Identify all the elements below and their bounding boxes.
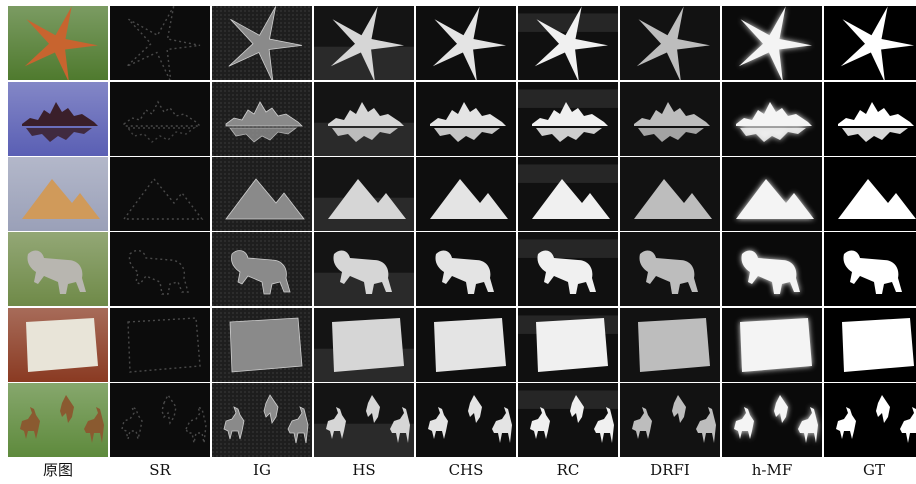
image-deer-in-field-chs <box>416 383 516 457</box>
image-island-reflection-rc <box>518 82 618 156</box>
column-label-ig: IG <box>253 461 271 479</box>
image-pyramids-gt <box>824 157 916 231</box>
image-warning-sign-chs <box>416 308 516 382</box>
image-dog-on-grass-drfi <box>620 232 720 306</box>
image-island-reflection-gt <box>824 82 916 156</box>
column-label-chs: CHS <box>448 461 484 479</box>
image-warning-sign-hs <box>314 308 414 382</box>
image-island-reflection-hs <box>314 82 414 156</box>
image-starfish-rc <box>518 6 618 80</box>
image-pyramids-ig <box>212 157 312 231</box>
image-dog-on-grass-chs <box>416 232 516 306</box>
image-dog-on-grass-rc <box>518 232 618 306</box>
image-deer-in-field-h-mf <box>722 383 822 457</box>
image-warning-sign-gt <box>824 308 916 382</box>
image-pyramids-hs <box>314 157 414 231</box>
image-deer-in-field-ig <box>212 383 312 457</box>
image-island-reflection-original <box>8 82 108 156</box>
image-starfish-sr <box>110 6 210 80</box>
image-dog-on-grass-gt <box>824 232 916 306</box>
column-label-hs: HS <box>352 461 376 479</box>
image-island-reflection-ig <box>212 82 312 156</box>
image-warning-sign-ig <box>212 308 312 382</box>
image-pyramids-original <box>8 157 108 231</box>
image-island-reflection-drfi <box>620 82 720 156</box>
image-island-reflection-chs <box>416 82 516 156</box>
image-warning-sign-rc <box>518 308 618 382</box>
image-pyramids-drfi <box>620 157 720 231</box>
image-island-reflection-h-mf <box>722 82 822 156</box>
image-warning-sign-h-mf <box>722 308 822 382</box>
image-pyramids-h-mf <box>722 157 822 231</box>
image-pyramids-chs <box>416 157 516 231</box>
image-warning-sign-original <box>8 308 108 382</box>
image-deer-in-field-drfi <box>620 383 720 457</box>
image-pyramids-rc <box>518 157 618 231</box>
image-dog-on-grass-ig <box>212 232 312 306</box>
image-starfish-chs <box>416 6 516 80</box>
image-island-reflection-sr <box>110 82 210 156</box>
image-dog-on-grass-sr <box>110 232 210 306</box>
column-label-h-mf: h-MF <box>751 461 793 479</box>
column-label-original: 原图 <box>42 461 73 479</box>
image-starfish-ig <box>212 6 312 80</box>
image-starfish-original <box>8 6 108 80</box>
image-deer-in-field-gt <box>824 383 916 457</box>
image-starfish-h-mf <box>722 6 822 80</box>
image-dog-on-grass-h-mf <box>722 232 822 306</box>
image-pyramids-sr <box>110 157 210 231</box>
image-dog-on-grass-original <box>8 232 108 306</box>
figure-grid <box>8 6 916 458</box>
image-deer-in-field-sr <box>110 383 210 457</box>
column-label-rc: RC <box>556 461 580 479</box>
column-label-drfi: DRFI <box>650 461 690 479</box>
column-label-sr: SR <box>149 461 171 479</box>
column-labels: 原图 SR IG HS CHS RC DRFI h-MF GT <box>8 458 914 482</box>
image-warning-sign-sr <box>110 308 210 382</box>
image-deer-in-field-rc <box>518 383 618 457</box>
image-starfish-gt <box>824 6 916 80</box>
image-warning-sign-drfi <box>620 308 720 382</box>
column-label-gt: GT <box>863 461 885 479</box>
image-deer-in-field-original <box>8 383 108 457</box>
image-starfish-hs <box>314 6 414 80</box>
image-dog-on-grass-hs <box>314 232 414 306</box>
image-deer-in-field-hs <box>314 383 414 457</box>
image-starfish-drfi <box>620 6 720 80</box>
